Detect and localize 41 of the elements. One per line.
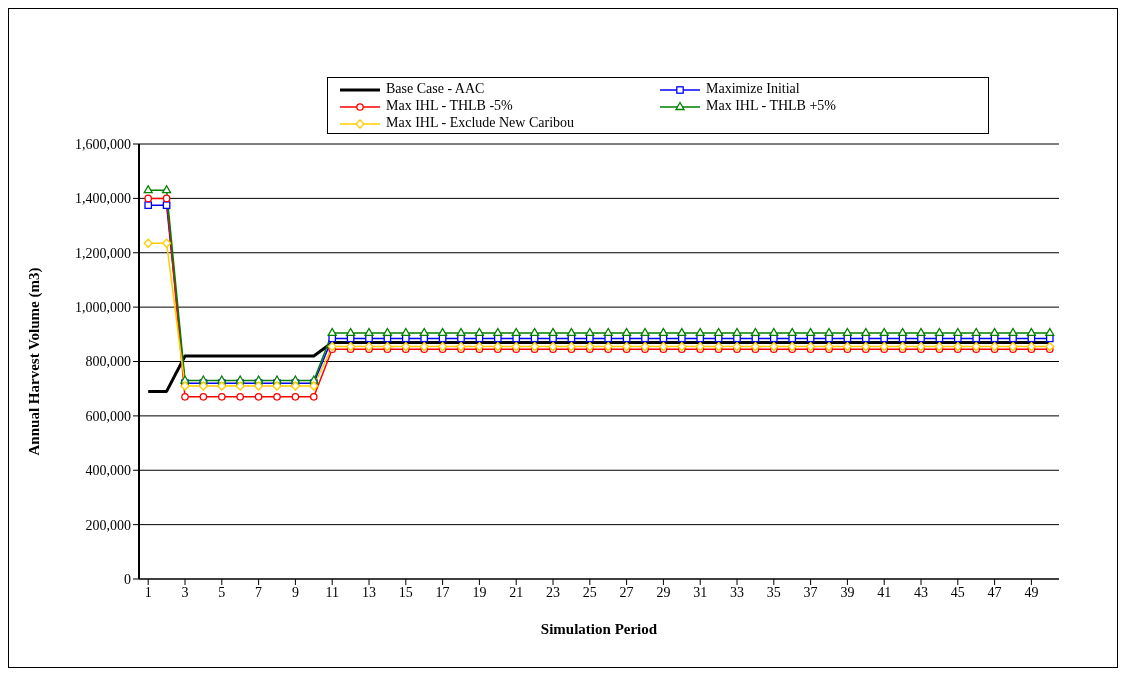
- x-tick-label: 19: [472, 584, 487, 600]
- x-tick-label: 25: [582, 584, 597, 600]
- x-tick-label: 3: [181, 584, 189, 600]
- x-tick-label: 1: [144, 584, 152, 600]
- y-tick-label: 400,000: [85, 463, 131, 479]
- x-tick-label: 9: [291, 584, 299, 600]
- x-tick-label: 21: [509, 584, 524, 600]
- x-tick-label: 29: [656, 584, 671, 600]
- x-tick-label: 31: [693, 584, 708, 600]
- y-tick-label: 1,600,000: [75, 136, 131, 152]
- x-tick-label: 23: [546, 584, 560, 600]
- y-tick-label: 1,200,000: [75, 245, 131, 261]
- y-tick-label: 0: [124, 571, 131, 587]
- x-tick-label: 47: [987, 584, 1002, 600]
- x-tick-label: 33: [730, 584, 744, 600]
- x-tick-label: 11: [325, 584, 339, 600]
- x-tick-label: 39: [840, 584, 855, 600]
- legend-label: Max IHL - Exclude New Caribou: [386, 115, 575, 130]
- x-tick-label: 41: [877, 584, 892, 600]
- x-tick-label: 43: [914, 584, 928, 600]
- x-tick-label: 45: [950, 584, 965, 600]
- x-tick-label: 5: [218, 584, 226, 600]
- x-tick-label: 7: [255, 584, 263, 600]
- y-tick-label: 800,000: [85, 354, 131, 370]
- x-tick-label: 17: [435, 584, 450, 600]
- x-tick-label: 37: [803, 584, 818, 600]
- legend-label: Base Case - AAC: [386, 81, 485, 96]
- legend-label: Max IHL - THLB -5%: [386, 98, 513, 113]
- y-tick-label: 1,400,000: [75, 191, 131, 207]
- x-axis-title: Simulation Period: [540, 621, 658, 637]
- x-tick-label: 49: [1024, 584, 1039, 600]
- x-tick-label: 13: [362, 584, 376, 600]
- legend-label: Max IHL - THLB +5%: [706, 98, 836, 113]
- x-tick-label: 35: [766, 584, 781, 600]
- y-axis-title: Annual Harvest Volume (m3): [26, 267, 44, 456]
- x-tick-label: 27: [619, 584, 634, 600]
- x-tick-label: 15: [398, 584, 413, 600]
- y-tick-label: 600,000: [85, 408, 131, 424]
- legend-label: Maximize Initial: [706, 81, 800, 96]
- y-tick-label: 200,000: [85, 517, 131, 533]
- y-tick-label: 1,000,000: [75, 300, 131, 316]
